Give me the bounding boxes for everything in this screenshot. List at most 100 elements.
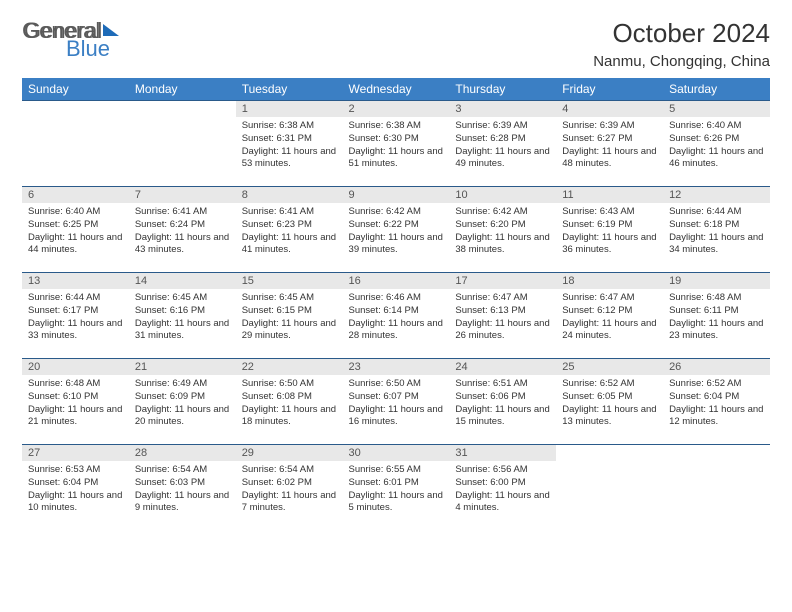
title-block: October 2024 Nanmu, Chongqing, China (593, 18, 770, 70)
calendar-day-cell: 5Sunrise: 6:40 AMSunset: 6:26 PMDaylight… (663, 101, 770, 187)
calendar-day-cell: 10Sunrise: 6:42 AMSunset: 6:20 PMDayligh… (449, 187, 556, 273)
day-number: 23 (343, 359, 450, 375)
calendar-day-cell: 21Sunrise: 6:49 AMSunset: 6:09 PMDayligh… (129, 359, 236, 445)
day-number: 28 (129, 445, 236, 461)
day-number: 2 (343, 101, 450, 117)
calendar-day-cell: 28Sunrise: 6:54 AMSunset: 6:03 PMDayligh… (129, 445, 236, 531)
calendar-day-cell: 2Sunrise: 6:38 AMSunset: 6:30 PMDaylight… (343, 101, 450, 187)
calendar-day-cell: 17Sunrise: 6:47 AMSunset: 6:13 PMDayligh… (449, 273, 556, 359)
day-details: Sunrise: 6:39 AMSunset: 6:28 PMDaylight:… (449, 117, 556, 174)
day-number: 24 (449, 359, 556, 375)
day-number: 1 (236, 101, 343, 117)
day-details: Sunrise: 6:54 AMSunset: 6:03 PMDaylight:… (129, 461, 236, 518)
calendar-day-cell: 22Sunrise: 6:50 AMSunset: 6:08 PMDayligh… (236, 359, 343, 445)
day-number: 21 (129, 359, 236, 375)
calendar-day-cell: 23Sunrise: 6:50 AMSunset: 6:07 PMDayligh… (343, 359, 450, 445)
calendar-day-cell: 7Sunrise: 6:41 AMSunset: 6:24 PMDaylight… (129, 187, 236, 273)
calendar-day-cell: 26Sunrise: 6:52 AMSunset: 6:04 PMDayligh… (663, 359, 770, 445)
logo-blue: Blue (66, 38, 110, 60)
day-number: 15 (236, 273, 343, 289)
calendar-day-cell: 30Sunrise: 6:55 AMSunset: 6:01 PMDayligh… (343, 445, 450, 531)
day-details: Sunrise: 6:40 AMSunset: 6:26 PMDaylight:… (663, 117, 770, 174)
day-number: 10 (449, 187, 556, 203)
calendar-week-row: 1Sunrise: 6:38 AMSunset: 6:31 PMDaylight… (22, 101, 770, 187)
calendar-day-cell: 19Sunrise: 6:48 AMSunset: 6:11 PMDayligh… (663, 273, 770, 359)
calendar-day-cell: 18Sunrise: 6:47 AMSunset: 6:12 PMDayligh… (556, 273, 663, 359)
day-details: Sunrise: 6:54 AMSunset: 6:02 PMDaylight:… (236, 461, 343, 518)
day-number: 29 (236, 445, 343, 461)
calendar-day-cell: 16Sunrise: 6:46 AMSunset: 6:14 PMDayligh… (343, 273, 450, 359)
day-number: 16 (343, 273, 450, 289)
day-number: 8 (236, 187, 343, 203)
day-details: Sunrise: 6:41 AMSunset: 6:24 PMDaylight:… (129, 203, 236, 260)
day-details: Sunrise: 6:49 AMSunset: 6:09 PMDaylight:… (129, 375, 236, 432)
calendar-day-cell: 12Sunrise: 6:44 AMSunset: 6:18 PMDayligh… (663, 187, 770, 273)
day-details: Sunrise: 6:46 AMSunset: 6:14 PMDaylight:… (343, 289, 450, 346)
calendar-day-cell: 8Sunrise: 6:41 AMSunset: 6:23 PMDaylight… (236, 187, 343, 273)
day-details: Sunrise: 6:52 AMSunset: 6:04 PMDaylight:… (663, 375, 770, 432)
day-details: Sunrise: 6:48 AMSunset: 6:11 PMDaylight:… (663, 289, 770, 346)
day-header: Tuesday (236, 78, 343, 101)
day-number: 18 (556, 273, 663, 289)
day-header: Wednesday (343, 78, 450, 101)
header: General October 2024 Nanmu, Chongqing, C… (22, 18, 770, 70)
day-details: Sunrise: 6:47 AMSunset: 6:12 PMDaylight:… (556, 289, 663, 346)
calendar-week-row: 6Sunrise: 6:40 AMSunset: 6:25 PMDaylight… (22, 187, 770, 273)
day-number: 22 (236, 359, 343, 375)
calendar-day-cell: 6Sunrise: 6:40 AMSunset: 6:25 PMDaylight… (22, 187, 129, 273)
day-number: 17 (449, 273, 556, 289)
logo-stack: General Blue (24, 20, 110, 60)
day-number: 26 (663, 359, 770, 375)
calendar-day-cell: 20Sunrise: 6:48 AMSunset: 6:10 PMDayligh… (22, 359, 129, 445)
day-number: 9 (343, 187, 450, 203)
day-header: Monday (129, 78, 236, 101)
day-number: 14 (129, 273, 236, 289)
day-header: Sunday (22, 78, 129, 101)
day-number: 3 (449, 101, 556, 117)
day-number: 20 (22, 359, 129, 375)
calendar-empty-cell (556, 445, 663, 531)
calendar-day-cell: 9Sunrise: 6:42 AMSunset: 6:22 PMDaylight… (343, 187, 450, 273)
day-details: Sunrise: 6:40 AMSunset: 6:25 PMDaylight:… (22, 203, 129, 260)
calendar-day-cell: 15Sunrise: 6:45 AMSunset: 6:15 PMDayligh… (236, 273, 343, 359)
day-details: Sunrise: 6:38 AMSunset: 6:30 PMDaylight:… (343, 117, 450, 174)
calendar-empty-cell (663, 445, 770, 531)
day-number: 4 (556, 101, 663, 117)
day-number: 27 (22, 445, 129, 461)
day-number: 30 (343, 445, 450, 461)
calendar-week-row: 27Sunrise: 6:53 AMSunset: 6:04 PMDayligh… (22, 445, 770, 531)
calendar-day-cell: 4Sunrise: 6:39 AMSunset: 6:27 PMDaylight… (556, 101, 663, 187)
day-number: 7 (129, 187, 236, 203)
calendar-week-row: 20Sunrise: 6:48 AMSunset: 6:10 PMDayligh… (22, 359, 770, 445)
day-details: Sunrise: 6:42 AMSunset: 6:22 PMDaylight:… (343, 203, 450, 260)
day-details: Sunrise: 6:44 AMSunset: 6:17 PMDaylight:… (22, 289, 129, 346)
day-details: Sunrise: 6:43 AMSunset: 6:19 PMDaylight:… (556, 203, 663, 260)
calendar-empty-cell (129, 101, 236, 187)
calendar-week-row: 13Sunrise: 6:44 AMSunset: 6:17 PMDayligh… (22, 273, 770, 359)
day-number: 25 (556, 359, 663, 375)
day-header: Thursday (449, 78, 556, 101)
day-details: Sunrise: 6:45 AMSunset: 6:15 PMDaylight:… (236, 289, 343, 346)
calendar-day-cell: 3Sunrise: 6:39 AMSunset: 6:28 PMDaylight… (449, 101, 556, 187)
day-details: Sunrise: 6:48 AMSunset: 6:10 PMDaylight:… (22, 375, 129, 432)
day-header: Saturday (663, 78, 770, 101)
calendar-day-cell: 14Sunrise: 6:45 AMSunset: 6:16 PMDayligh… (129, 273, 236, 359)
day-details: Sunrise: 6:47 AMSunset: 6:13 PMDaylight:… (449, 289, 556, 346)
day-details: Sunrise: 6:41 AMSunset: 6:23 PMDaylight:… (236, 203, 343, 260)
day-number: 31 (449, 445, 556, 461)
calendar-day-cell: 11Sunrise: 6:43 AMSunset: 6:19 PMDayligh… (556, 187, 663, 273)
day-details: Sunrise: 6:45 AMSunset: 6:16 PMDaylight:… (129, 289, 236, 346)
day-details: Sunrise: 6:39 AMSunset: 6:27 PMDaylight:… (556, 117, 663, 174)
day-number: 6 (22, 187, 129, 203)
calendar-day-cell: 1Sunrise: 6:38 AMSunset: 6:31 PMDaylight… (236, 101, 343, 187)
calendar-day-cell: 29Sunrise: 6:54 AMSunset: 6:02 PMDayligh… (236, 445, 343, 531)
calendar-table: Sunday Monday Tuesday Wednesday Thursday… (22, 78, 770, 531)
day-number: 11 (556, 187, 663, 203)
day-number: 13 (22, 273, 129, 289)
day-header-row: Sunday Monday Tuesday Wednesday Thursday… (22, 78, 770, 101)
day-details: Sunrise: 6:50 AMSunset: 6:08 PMDaylight:… (236, 375, 343, 432)
day-details: Sunrise: 6:50 AMSunset: 6:07 PMDaylight:… (343, 375, 450, 432)
day-number: 19 (663, 273, 770, 289)
day-details: Sunrise: 6:52 AMSunset: 6:05 PMDaylight:… (556, 375, 663, 432)
day-header: Friday (556, 78, 663, 101)
